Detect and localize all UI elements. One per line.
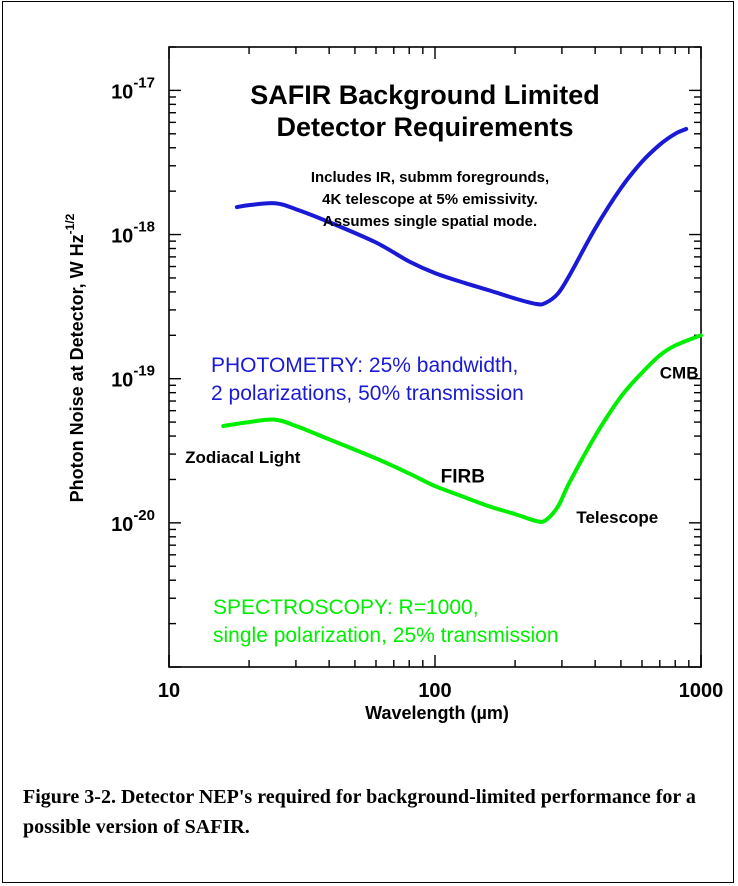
chart-title-line: SAFIR Background Limited [250,80,600,110]
x-tick-label: 100 [418,680,451,702]
photometry-label-line: PHOTOMETRY: 25% bandwidth, [211,354,518,377]
y-tick-label: 10-17 [111,74,155,103]
chart-title-line: Detector Requirements [276,112,573,142]
telescope-label: Telescope [576,508,658,527]
y-axis-label: Photon Noise at Detector, W Hz-1/2 [63,213,87,502]
spectroscopy-curve [221,333,703,524]
figure-caption: Figure 3-2. Detector NEP's required for … [23,786,696,838]
x-tick-label: 10 [158,680,180,702]
chart: 10 100 1000 10-17 10-18 10-19 10-20 Wavelength … [63,46,723,723]
firb-label: FIRB [441,467,485,488]
spectroscopy-label-line: SPECTROSCOPY: R=1000, [213,596,479,619]
zodiacal-light-label: Zodiacal Light [185,448,301,467]
axes [168,46,702,668]
y-tick-label: 10-18 [111,219,155,248]
y-tick-label: 10-20 [111,507,155,536]
chart-note-line: Assumes single spatial mode. [323,213,537,230]
series-layer [221,127,703,524]
x-axis-label: Wavelength (µm) [365,703,509,723]
text-layer: 10 100 1000 10-17 10-18 10-19 10-20 Wavelength … [63,74,723,723]
chart-note-line: Includes IR, submm foregrounds, [311,169,549,186]
spectroscopy-label-line: single polarization, 25% transmission [213,624,559,647]
cmb-label: CMB [660,364,699,383]
photometry-label-line: 2 polarizations, 50% transmission [211,382,524,405]
y-tick-label: 10-19 [111,363,155,392]
photometry-curve [234,127,689,307]
chart-note-line: 4K telescope at 5% emissivity. [322,191,538,208]
x-tick-label: 1000 [679,680,724,702]
